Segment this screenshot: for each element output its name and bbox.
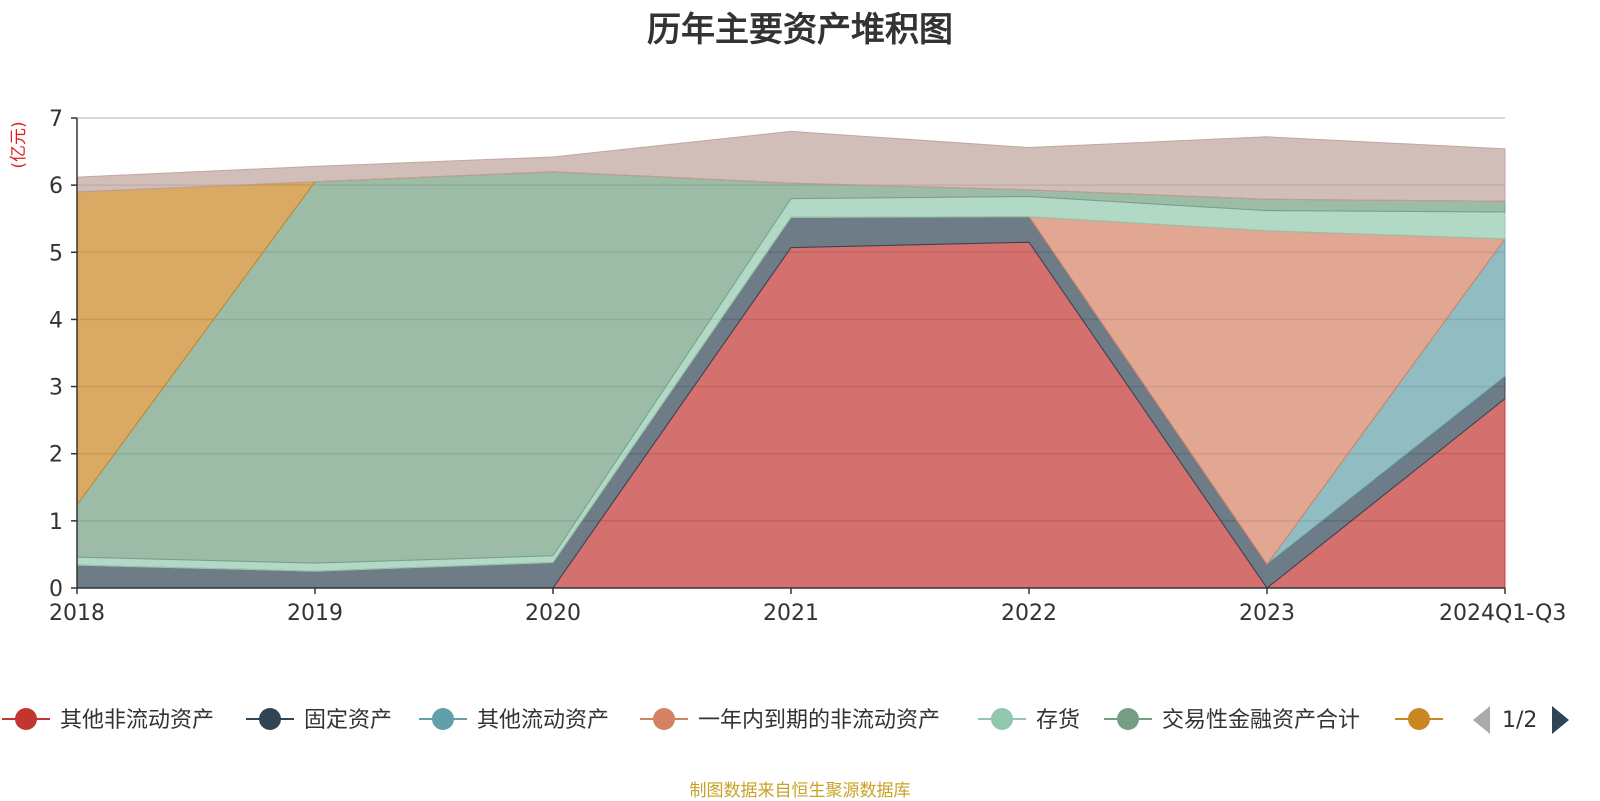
legend-item-2[interactable]: 其他流动资产	[419, 708, 609, 733]
y-tick-label: 3	[49, 376, 63, 401]
chart-title: 历年主要资产堆积图	[647, 10, 953, 50]
legend-page-indicator: 1/2	[1502, 708, 1537, 733]
source-note: 制图数据来自恒生聚源数据库	[689, 781, 911, 801]
x-tick-label: 2020	[525, 601, 581, 626]
legend-marker	[653, 708, 675, 730]
area-layer	[76, 130, 1506, 589]
y-tick-label: 4	[49, 308, 63, 333]
legend-item-5[interactable]: 交易性金融资产合计	[1104, 708, 1360, 733]
legend-label: 存货	[1036, 708, 1080, 733]
y-tick-label: 1	[49, 510, 63, 535]
legend-label: 交易性金融资产合计	[1162, 708, 1360, 733]
legend-marker	[1408, 708, 1430, 730]
legend-item-3[interactable]: 一年内到期的非流动资产	[640, 708, 940, 733]
legend-marker	[1117, 708, 1139, 730]
legend: 其他非流动资产 固定资产 其他流动资产 一年内到期的非流动资产 存货 交易性金融资产合计 1…	[2, 706, 1569, 734]
area-series-7[interactable]	[76, 130, 1506, 202]
legend-marker	[432, 708, 454, 730]
legend-prev-icon[interactable]	[1473, 706, 1490, 734]
x-tick-label: 2018	[49, 601, 105, 626]
legend-marker	[15, 708, 37, 730]
axis-layer: 0 1 2 3 4 5 6 7 2018 2019 2020 2021 2022 2023 2024Q1-Q…	[49, 107, 1566, 626]
legend-next-icon[interactable]	[1552, 706, 1569, 734]
y-tick-label: 2	[49, 443, 63, 468]
x-tick-label: 2022	[1001, 601, 1057, 626]
legend-item-1[interactable]: 固定资产	[246, 708, 392, 733]
legend-item-6[interactable]	[1395, 708, 1443, 730]
x-tick-label: 2023	[1239, 601, 1295, 626]
x-tick-label: 2024Q1-Q3	[1439, 601, 1566, 626]
legend-marker	[259, 708, 281, 730]
legend-label: 固定资产	[304, 708, 392, 733]
x-tick-label: 2019	[287, 601, 343, 626]
y-tick-label: 6	[49, 174, 63, 199]
legend-label: 一年内到期的非流动资产	[698, 708, 940, 733]
y-tick-label: 0	[49, 577, 63, 602]
legend-marker	[991, 708, 1013, 730]
legend-label: 其他流动资产	[477, 708, 609, 733]
legend-item-4[interactable]: 存货	[978, 708, 1080, 733]
y-tick-label: 7	[49, 107, 63, 132]
y-tick-label: 5	[49, 241, 63, 266]
legend-item-0[interactable]: 其他非流动资产	[2, 708, 214, 733]
y-axis-label: (亿元)	[9, 121, 29, 168]
legend-label: 其他非流动资产	[60, 708, 214, 733]
x-tick-label: 2021	[763, 601, 819, 626]
